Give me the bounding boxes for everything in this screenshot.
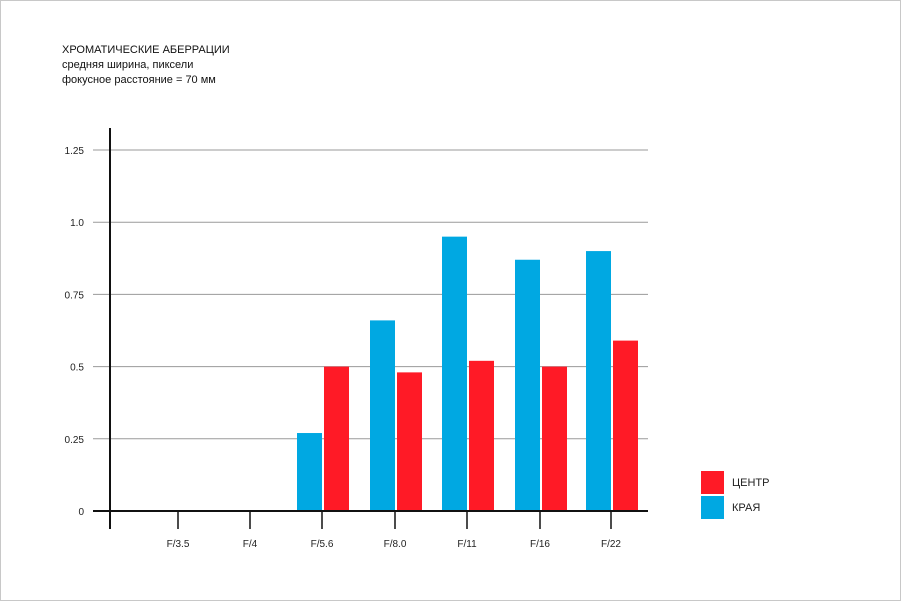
bar-edges-F/5.6: [297, 433, 322, 511]
bar-center-F/11: [469, 360, 494, 511]
bar-center-F/16: [542, 366, 567, 511]
x-tick-label: F/5.6: [311, 539, 334, 550]
y-tick-label: 0.75: [65, 290, 85, 301]
x-tick-label: F/11: [457, 539, 477, 550]
legend-label-edges: КРАЯ: [732, 501, 761, 514]
y-tick-label: 0.25: [65, 435, 85, 446]
legend-swatch-center: [701, 471, 724, 494]
y-tick-label: 1.0: [70, 218, 84, 229]
chart-subtitle-1: средняя ширина, пиксели: [62, 59, 194, 71]
legend-swatch-edges: [701, 496, 724, 519]
x-tick-label: F/4: [243, 539, 258, 550]
chart-subtitle-2: фокусное расстояние = 70 мм: [62, 74, 216, 86]
y-tick-label: 0: [78, 507, 84, 518]
x-tick-label: F/22: [601, 539, 621, 550]
x-tick-label: F/8.0: [384, 539, 407, 550]
bar-edges-F/22: [586, 251, 611, 511]
x-tick-label: F/3.5: [167, 539, 190, 550]
bar-edges-F/16: [515, 259, 540, 511]
y-tick-label: 0.5: [70, 363, 84, 374]
legend-item-center: ЦЕНТР: [701, 471, 769, 494]
legend: ЦЕНТР КРАЯ: [701, 471, 769, 521]
bar-edges-F/8.0: [370, 320, 395, 511]
chart-title: ХРОМАТИЧЕСКИЕ АБЕРРАЦИИ: [62, 44, 230, 56]
y-tick-label: 1.25: [65, 146, 85, 157]
bar-center-F/8.0: [397, 372, 422, 511]
legend-label-center: ЦЕНТР: [732, 476, 770, 489]
bar-center-F/5.6: [324, 366, 349, 511]
chart-titles: ХРОМАТИЧЕСКИЕ АБЕРРАЦИИ средняя ширина, …: [62, 43, 230, 88]
bar-edges-F/11: [442, 236, 467, 511]
bar-center-F/22: [613, 340, 638, 511]
x-tick-label: F/16: [530, 539, 550, 550]
legend-item-edges: КРАЯ: [701, 496, 769, 519]
